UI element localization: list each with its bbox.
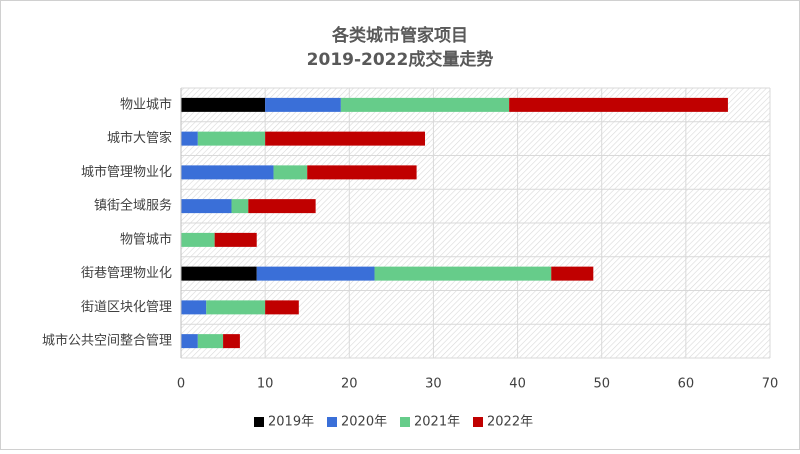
bar-segment [273, 165, 308, 180]
y-tick-label: 物管城市 [120, 231, 172, 247]
y-tick-label: 街巷管理物业化 [81, 266, 172, 281]
bar-segment [181, 334, 198, 349]
legend-label: 2021年 [414, 415, 460, 430]
bar-segment [181, 300, 207, 315]
y-tick-label: 城市公共空间整合管理 [42, 333, 172, 349]
x-tick-label: 50 [593, 377, 610, 392]
bar-segment [181, 97, 266, 112]
y-tick-label: 物业城市 [120, 96, 172, 112]
chart-title: 各类城市管家项目 [331, 25, 468, 46]
bar-segment [307, 165, 417, 180]
chart-title: 2019-2022成交量走势 [307, 49, 494, 70]
y-tick-label: 城市管理物业化 [81, 164, 172, 180]
legend-swatch [400, 417, 410, 427]
bar-segment [197, 131, 266, 146]
bar-segment [181, 266, 257, 281]
bar-segment [223, 334, 240, 349]
x-tick-label: 60 [678, 377, 695, 392]
bar-segment [214, 232, 257, 247]
bar-segment [231, 199, 249, 214]
bar-segment [374, 266, 552, 281]
bar-segment [551, 266, 594, 281]
bar-segment [509, 97, 728, 112]
bar-segment [340, 97, 510, 112]
bar-segment [256, 266, 375, 281]
y-tick-label: 镇街全域服务 [94, 198, 172, 214]
legend-label: 2020年 [341, 415, 387, 430]
bar-segment [206, 300, 266, 315]
legend-label: 2019年 [268, 415, 314, 430]
x-tick-label: 30 [425, 377, 442, 392]
bar-segment [181, 165, 274, 180]
bar-segment [181, 199, 232, 214]
y-tick-label: 街道区块化管理 [81, 300, 172, 315]
x-tick-label: 10 [257, 377, 274, 392]
x-tick-label: 0 [177, 377, 185, 392]
bar-segment [265, 97, 341, 112]
x-tick-label: 20 [341, 377, 358, 392]
bar-segment [248, 199, 316, 214]
legend-label: 2022年 [487, 415, 533, 430]
legend-swatch [327, 417, 337, 427]
bar-segment [265, 131, 426, 146]
legend-swatch [254, 417, 264, 427]
bar-segment [181, 131, 198, 146]
x-tick-label: 40 [509, 377, 526, 392]
legend-swatch [473, 417, 483, 427]
y-tick-label: 城市大管家 [107, 130, 172, 146]
x-tick-label: 70 [762, 377, 779, 392]
bar-segment [181, 232, 215, 247]
bar-segment [265, 300, 299, 315]
bar-segment [197, 334, 224, 349]
